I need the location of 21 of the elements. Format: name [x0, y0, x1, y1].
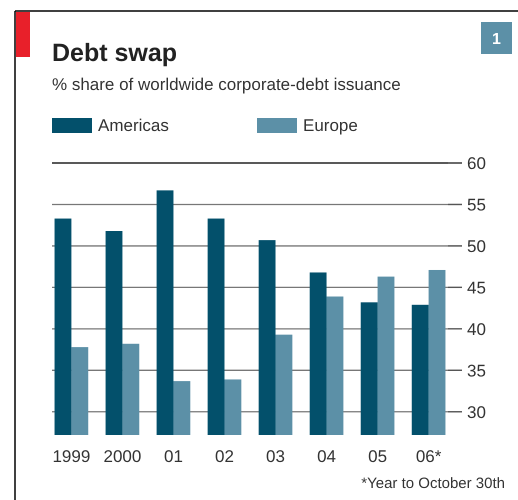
text: *Year to October 30th [361, 475, 505, 492]
x-tick-label: 02 [215, 447, 234, 466]
x-tick-label: 2000 [104, 447, 142, 466]
x-tick-label: 03 [266, 447, 285, 466]
x-tick-label: 06* [416, 447, 442, 466]
legend-label: Europe [303, 116, 358, 135]
y-tick-label: 55 [467, 195, 486, 214]
x-tick-label: 05 [368, 447, 388, 466]
x-tick-label: 1999 [52, 447, 90, 466]
x-tick-label: 04 [317, 447, 336, 466]
y-tick-label: 60 [467, 154, 486, 173]
y-tick-label: 50 [467, 236, 486, 256]
chart-subtitle: % share of worldwide corporate-debt issuance [52, 75, 401, 94]
y-tick-label: 35 [467, 361, 486, 380]
legend-label: Americas [98, 116, 169, 135]
page-badge: 1 [481, 22, 512, 54]
chart-title: Debt swap [52, 39, 178, 67]
y-tick-label: 40 [467, 320, 486, 339]
y-tick-label: 45 [467, 278, 486, 298]
y-tick-label: 30 [467, 402, 486, 422]
x-tick-label: 01 [164, 447, 183, 466]
